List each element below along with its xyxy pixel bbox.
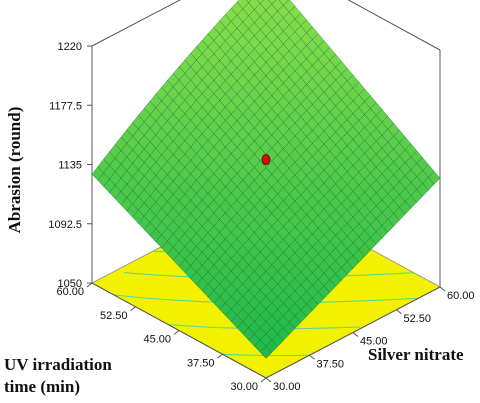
y-axis-title-line1: UV irradiation	[4, 355, 112, 374]
z-tick-label: 1050	[58, 278, 82, 290]
y-tick-mark	[260, 377, 267, 383]
y-tick-mark	[86, 282, 93, 288]
x-tick-mark	[439, 286, 446, 292]
x-tick-mark	[265, 377, 272, 383]
surface-cell	[259, 346, 273, 359]
box-edge-top-right	[347, 0, 441, 51]
z-axis-title: Abrasion (round)	[5, 107, 24, 234]
x-tick-mark	[396, 309, 402, 315]
x-tick-label: 52.50	[404, 313, 432, 325]
z-tick-label: 1092.5	[48, 219, 82, 231]
tick-labels: 1050 1092.5 1135 1177.5 1220 30.00 37.50 45.00 5…	[48, 41, 474, 393]
x-axis-title: Silver nitrate	[368, 345, 464, 364]
z-tick-label: 1135	[58, 160, 82, 172]
y-tick-label: 45.00	[143, 334, 171, 346]
y-tick-mark	[217, 353, 223, 359]
design-point	[261, 154, 271, 165]
design-point-marker	[261, 154, 271, 165]
y-tick-mark	[173, 330, 180, 335]
y-axis-title-line2: time (min)	[4, 377, 80, 396]
x-tick-label: 37.50	[317, 358, 345, 370]
z-tick-label: 1177.5	[49, 100, 82, 112]
y-tick-mark	[130, 306, 136, 312]
x-tick-label: 60.00	[447, 290, 475, 302]
box-edge-top-left	[91, 0, 182, 47]
z-tick-label: 1220	[58, 41, 82, 53]
x-tick-label: 45.00	[360, 336, 388, 348]
y-tick-label: 52.50	[100, 310, 128, 322]
x-tick-mark	[352, 332, 359, 337]
y-tick-label: 37.50	[187, 357, 215, 369]
x-tick-label: 30.00	[273, 381, 301, 393]
y-tick-label: 60.00	[56, 286, 84, 298]
surface-cell	[246, 0, 252, 3]
surface-cell	[257, 0, 264, 4]
response-surface	[91, 0, 441, 359]
y-tick-label: 30.00	[230, 381, 258, 393]
x-tick-mark	[309, 354, 315, 360]
